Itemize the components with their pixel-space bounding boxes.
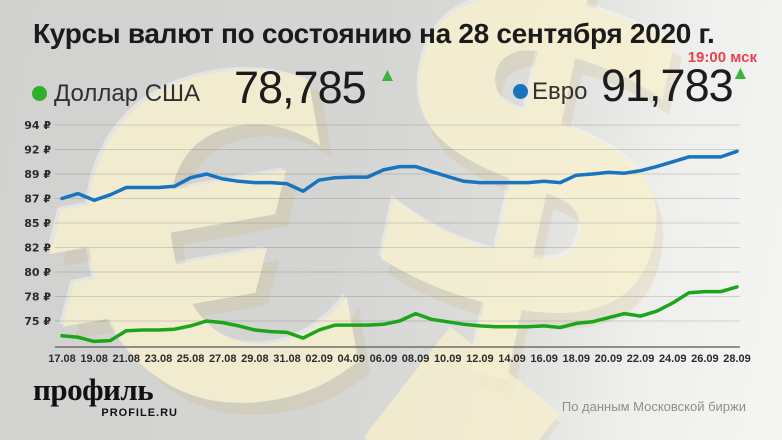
data-source-note: По данным Московской биржи bbox=[561, 399, 746, 414]
y-axis-label: 89 ₽ bbox=[24, 168, 51, 181]
series-line-usd bbox=[60, 285, 739, 344]
x-axis-label: 28.09 bbox=[723, 353, 751, 365]
x-axis-label: 12.09 bbox=[466, 353, 494, 365]
x-axis-label: 19.08 bbox=[80, 353, 108, 365]
y-axis-label: 75 ₽ bbox=[24, 315, 51, 328]
x-axis-label: 22.09 bbox=[627, 353, 655, 365]
x-axis-label: 14.09 bbox=[498, 353, 526, 365]
x-axis-label: 02.09 bbox=[305, 353, 333, 365]
page-title: Курсы валют по состоянию на 28 сентября … bbox=[33, 18, 715, 49]
usd-value: 78,785 bbox=[234, 62, 367, 113]
x-axis-label: 17.08 bbox=[48, 353, 76, 365]
series-line-eur bbox=[60, 149, 739, 203]
y-axis-label: 78 ₽ bbox=[24, 291, 51, 304]
timestamp: 19:00 мск bbox=[687, 49, 757, 66]
logo-subtext: PROFILE.RU bbox=[101, 406, 178, 419]
y-axis-label: 85 ₽ bbox=[24, 217, 51, 230]
x-axis-label: 10.09 bbox=[434, 353, 462, 365]
x-axis-label: 04.09 bbox=[338, 353, 366, 365]
y-axis-label: 87 ₽ bbox=[24, 193, 51, 206]
usd-dot-icon bbox=[32, 86, 47, 101]
y-axis-label: 82 ₽ bbox=[24, 242, 51, 255]
eur-label: Евро bbox=[532, 78, 588, 105]
logo-text: профиль bbox=[33, 372, 154, 407]
usd-up-arrow-icon: ▲ bbox=[378, 65, 397, 86]
eur-up-arrow-icon: ▲ bbox=[731, 63, 750, 84]
usd-label: Доллар США bbox=[54, 80, 201, 107]
eur-value: 91,783 bbox=[601, 60, 734, 111]
y-axis-label: 92 ₽ bbox=[24, 144, 51, 157]
x-axis-label: 27.08 bbox=[209, 353, 237, 365]
x-axis-label: 06.09 bbox=[370, 353, 398, 365]
x-axis-label: 20.09 bbox=[595, 353, 623, 365]
x-axis-label: 31.08 bbox=[273, 353, 301, 365]
profil-logo: профиль PROFILE.RU bbox=[33, 372, 178, 419]
x-axis-label: 18.09 bbox=[563, 353, 591, 365]
x-axis-label: 25.08 bbox=[177, 353, 205, 365]
x-axis-label: 21.08 bbox=[113, 353, 141, 365]
y-axis-label: 94 ₽ bbox=[24, 119, 51, 132]
x-axis-label: 26.09 bbox=[691, 353, 719, 365]
x-axis-label: 24.09 bbox=[659, 353, 687, 365]
eur-dot-icon bbox=[513, 84, 528, 99]
y-axis-label: 80 ₽ bbox=[24, 266, 51, 279]
x-axis-label: 29.08 bbox=[241, 353, 269, 365]
x-axis-label: 23.08 bbox=[145, 353, 173, 365]
x-axis-label: 08.09 bbox=[402, 353, 430, 365]
x-axis-label: 16.09 bbox=[530, 353, 558, 365]
